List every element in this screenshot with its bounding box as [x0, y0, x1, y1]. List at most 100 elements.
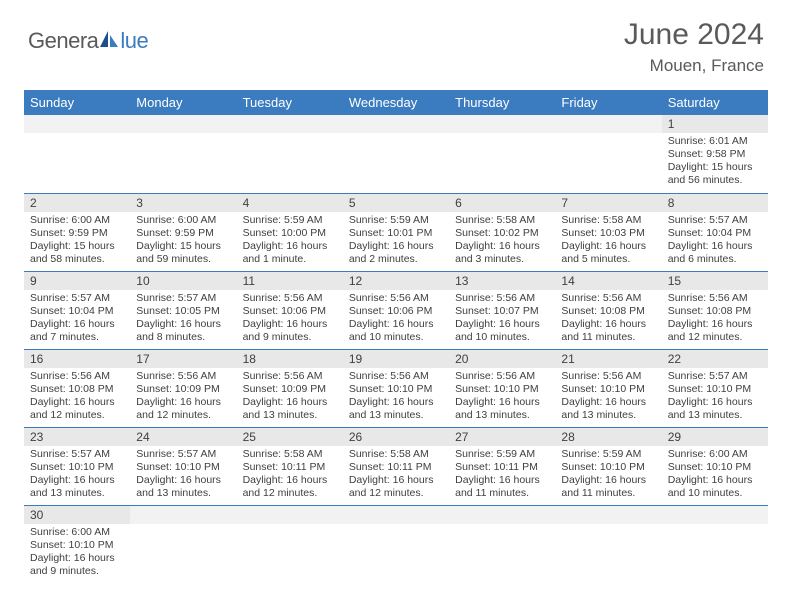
day-number: 18: [237, 350, 343, 368]
logo: Genera lue: [28, 18, 148, 54]
day-details: Sunrise: 5:59 AMSunset: 10:00 PMDaylight…: [237, 212, 343, 271]
sunrise-text: Sunrise: 5:57 AM: [136, 448, 230, 461]
sunset-text: Sunset: 10:10 PM: [668, 461, 762, 474]
day-number: 28: [555, 428, 661, 446]
day-number: 6: [449, 194, 555, 212]
calendar-cell: [130, 505, 236, 583]
logo-text-blue: lue: [120, 28, 148, 54]
calendar-cell: [343, 115, 449, 193]
calendar-row: 1Sunrise: 6:01 AMSunset: 9:58 PMDaylight…: [24, 115, 768, 193]
daylight-text: Daylight: 16 hours and 8 minutes.: [136, 318, 230, 344]
calendar-row: 23Sunrise: 5:57 AMSunset: 10:10 PMDaylig…: [24, 427, 768, 505]
day-number: 22: [662, 350, 768, 368]
day-details: Sunrise: 5:58 AMSunset: 10:02 PMDaylight…: [449, 212, 555, 271]
daylight-text: Daylight: 16 hours and 12 minutes.: [349, 474, 443, 500]
daylight-text: Daylight: 16 hours and 7 minutes.: [30, 318, 124, 344]
calendar-cell: 17Sunrise: 5:56 AMSunset: 10:09 PMDaylig…: [130, 349, 236, 427]
calendar-cell: 11Sunrise: 5:56 AMSunset: 10:06 PMDaylig…: [237, 271, 343, 349]
sunset-text: Sunset: 10:08 PM: [668, 305, 762, 318]
daylight-text: Daylight: 16 hours and 13 minutes.: [136, 474, 230, 500]
day-details: Sunrise: 6:00 AMSunset: 9:59 PMDaylight:…: [24, 212, 130, 271]
day-number: 1: [662, 115, 768, 133]
day-number: [24, 115, 130, 133]
sunrise-text: Sunrise: 5:57 AM: [30, 292, 124, 305]
calendar-row: 9Sunrise: 5:57 AMSunset: 10:04 PMDayligh…: [24, 271, 768, 349]
day-number: [555, 506, 661, 524]
sunset-text: Sunset: 9:58 PM: [668, 148, 762, 161]
sunset-text: Sunset: 10:10 PM: [136, 461, 230, 474]
daylight-text: Daylight: 16 hours and 11 minutes.: [561, 318, 655, 344]
calendar-cell: 5Sunrise: 5:59 AMSunset: 10:01 PMDayligh…: [343, 193, 449, 271]
day-number: 23: [24, 428, 130, 446]
sunrise-text: Sunrise: 5:58 AM: [243, 448, 337, 461]
sunrise-text: Sunrise: 6:01 AM: [668, 135, 762, 148]
calendar-cell: 12Sunrise: 5:56 AMSunset: 10:06 PMDaylig…: [343, 271, 449, 349]
calendar-cell: [449, 505, 555, 583]
day-details: Sunrise: 5:57 AMSunset: 10:04 PMDaylight…: [24, 290, 130, 349]
sunset-text: Sunset: 10:04 PM: [668, 227, 762, 240]
sunrise-text: Sunrise: 5:59 AM: [561, 448, 655, 461]
calendar-cell: [449, 115, 555, 193]
day-details: Sunrise: 5:56 AMSunset: 10:08 PMDaylight…: [662, 290, 768, 349]
day-details: Sunrise: 5:56 AMSunset: 10:10 PMDaylight…: [555, 368, 661, 427]
calendar-cell: 20Sunrise: 5:56 AMSunset: 10:10 PMDaylig…: [449, 349, 555, 427]
weekday-header: Tuesday: [237, 90, 343, 115]
sunset-text: Sunset: 10:10 PM: [668, 383, 762, 396]
calendar-cell: 4Sunrise: 5:59 AMSunset: 10:00 PMDayligh…: [237, 193, 343, 271]
calendar-cell: [555, 115, 661, 193]
sunset-text: Sunset: 10:07 PM: [455, 305, 549, 318]
calendar-cell: 6Sunrise: 5:58 AMSunset: 10:02 PMDayligh…: [449, 193, 555, 271]
sunrise-text: Sunrise: 6:00 AM: [30, 214, 124, 227]
day-number: [130, 506, 236, 524]
day-number: 30: [24, 506, 130, 524]
calendar-cell: 3Sunrise: 6:00 AMSunset: 9:59 PMDaylight…: [130, 193, 236, 271]
sunset-text: Sunset: 9:59 PM: [136, 227, 230, 240]
sunset-text: Sunset: 10:10 PM: [30, 539, 124, 552]
daylight-text: Daylight: 16 hours and 13 minutes.: [243, 396, 337, 422]
day-number: 13: [449, 272, 555, 290]
weekday-header: Sunday: [24, 90, 130, 115]
calendar-cell: 14Sunrise: 5:56 AMSunset: 10:08 PMDaylig…: [555, 271, 661, 349]
sunset-text: Sunset: 10:06 PM: [349, 305, 443, 318]
day-number: 11: [237, 272, 343, 290]
sunrise-text: Sunrise: 5:56 AM: [561, 370, 655, 383]
calendar-cell: 22Sunrise: 5:57 AMSunset: 10:10 PMDaylig…: [662, 349, 768, 427]
sunrise-text: Sunrise: 6:00 AM: [136, 214, 230, 227]
day-details: Sunrise: 5:56 AMSunset: 10:09 PMDaylight…: [130, 368, 236, 427]
day-number: 4: [237, 194, 343, 212]
daylight-text: Daylight: 16 hours and 13 minutes.: [455, 396, 549, 422]
sunset-text: Sunset: 10:03 PM: [561, 227, 655, 240]
daylight-text: Daylight: 16 hours and 12 minutes.: [243, 474, 337, 500]
day-details: Sunrise: 6:01 AMSunset: 9:58 PMDaylight:…: [662, 133, 768, 192]
sunset-text: Sunset: 10:10 PM: [455, 383, 549, 396]
day-number: 21: [555, 350, 661, 368]
day-number: 27: [449, 428, 555, 446]
day-details: Sunrise: 5:57 AMSunset: 10:04 PMDaylight…: [662, 212, 768, 271]
weekday-header: Thursday: [449, 90, 555, 115]
calendar-row: 2Sunrise: 6:00 AMSunset: 9:59 PMDaylight…: [24, 193, 768, 271]
calendar-cell: 30Sunrise: 6:00 AMSunset: 10:10 PMDaylig…: [24, 505, 130, 583]
location-label: Mouen, France: [624, 56, 764, 76]
daylight-text: Daylight: 16 hours and 9 minutes.: [30, 552, 124, 578]
sunrise-text: Sunrise: 5:56 AM: [455, 292, 549, 305]
calendar-cell: [237, 505, 343, 583]
calendar-cell: 19Sunrise: 5:56 AMSunset: 10:10 PMDaylig…: [343, 349, 449, 427]
weekday-header: Monday: [130, 90, 236, 115]
day-number: 16: [24, 350, 130, 368]
day-details: Sunrise: 6:00 AMSunset: 10:10 PMDaylight…: [662, 446, 768, 505]
sunset-text: Sunset: 9:59 PM: [30, 227, 124, 240]
day-number: [449, 506, 555, 524]
calendar-table: Sunday Monday Tuesday Wednesday Thursday…: [24, 90, 768, 583]
sunset-text: Sunset: 10:11 PM: [349, 461, 443, 474]
sunrise-text: Sunrise: 5:57 AM: [30, 448, 124, 461]
sunrise-text: Sunrise: 5:56 AM: [136, 370, 230, 383]
day-number: [555, 115, 661, 133]
day-details: Sunrise: 5:56 AMSunset: 10:06 PMDaylight…: [237, 290, 343, 349]
sunset-text: Sunset: 10:02 PM: [455, 227, 549, 240]
day-details: Sunrise: 5:56 AMSunset: 10:07 PMDaylight…: [449, 290, 555, 349]
day-details: Sunrise: 6:00 AMSunset: 10:10 PMDaylight…: [24, 524, 130, 583]
daylight-text: Daylight: 15 hours and 59 minutes.: [136, 240, 230, 266]
daylight-text: Daylight: 16 hours and 5 minutes.: [561, 240, 655, 266]
daylight-text: Daylight: 16 hours and 10 minutes.: [455, 318, 549, 344]
calendar-cell: [24, 115, 130, 193]
